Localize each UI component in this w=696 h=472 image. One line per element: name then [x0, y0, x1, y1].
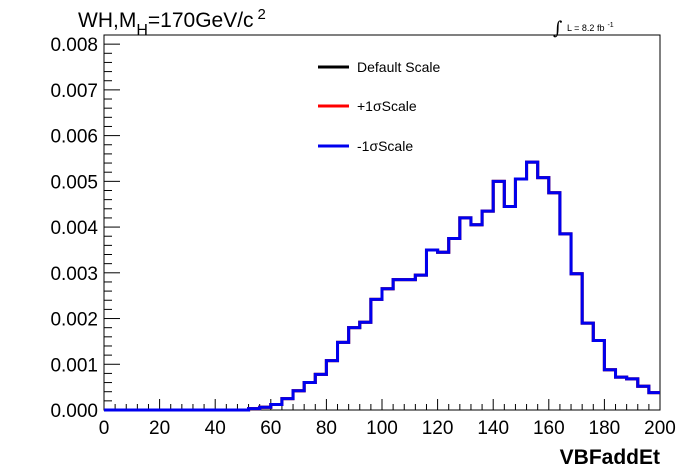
legend-label-3: -1σScale — [357, 138, 413, 154]
x-tick-label: 200 — [644, 418, 676, 439]
y-tick-label: 0.003 — [50, 264, 98, 285]
legend-label-1: Default Scale — [357, 59, 440, 75]
title-superscript: 2 — [258, 6, 266, 23]
y-tick-label: 0.000 — [50, 401, 98, 422]
y-tick-label: 0.001 — [50, 355, 98, 376]
series-line-3 — [104, 160, 660, 412]
x-tick-label: 100 — [366, 418, 398, 439]
title-main: WH,M — [78, 9, 136, 32]
y-tick-label: 0.002 — [50, 310, 98, 331]
legend: Default Scale +1σScale -1σScale — [318, 59, 440, 154]
y-axis: 0.000 0.001 0.002 0.003 0.004 0.005 0.006 0.007… — [50, 34, 120, 422]
x-tick-label: 0 — [99, 418, 110, 439]
title-subscript: H — [136, 22, 148, 39]
y-tick-label: 0.004 — [50, 218, 98, 239]
title-rest: =170GeV/c — [148, 9, 254, 32]
x-tick-label: 80 — [316, 418, 337, 439]
legend-label-2: +1σScale — [357, 98, 417, 114]
plot-frame — [103, 34, 661, 411]
x-tick-label: 120 — [422, 418, 454, 439]
y-tick-label: 0.007 — [50, 81, 98, 102]
x-tick-label: 140 — [477, 418, 509, 439]
x-tick-label: 160 — [533, 418, 565, 439]
series-layer — [104, 160, 660, 412]
chart-title: WH,MH=170GeV/c 2 — [78, 6, 266, 39]
x-tick-label: 60 — [260, 418, 281, 439]
x-tick-label: 40 — [205, 418, 226, 439]
x-axis: 0 20 40 60 80 100 120 140 160 180 200 — [99, 399, 676, 439]
y-tick-label: 0.006 — [50, 127, 98, 148]
series-line-2 — [104, 160, 660, 412]
series-line-1 — [104, 160, 660, 412]
x-tick-label: 180 — [589, 418, 621, 439]
y-tick-label: 0.008 — [50, 35, 98, 56]
lumi-text: L = 8.2 fb — [567, 23, 604, 33]
x-axis-label: VBFaddEt — [560, 446, 660, 469]
x-tick-label: 20 — [149, 418, 170, 439]
lumi-integral-sign: ∫ — [553, 18, 563, 39]
lumi-superscript: -1 — [607, 22, 613, 29]
lumi-label: L = 8.2 fb -1 — [567, 22, 614, 33]
y-tick-label: 0.005 — [50, 172, 98, 193]
